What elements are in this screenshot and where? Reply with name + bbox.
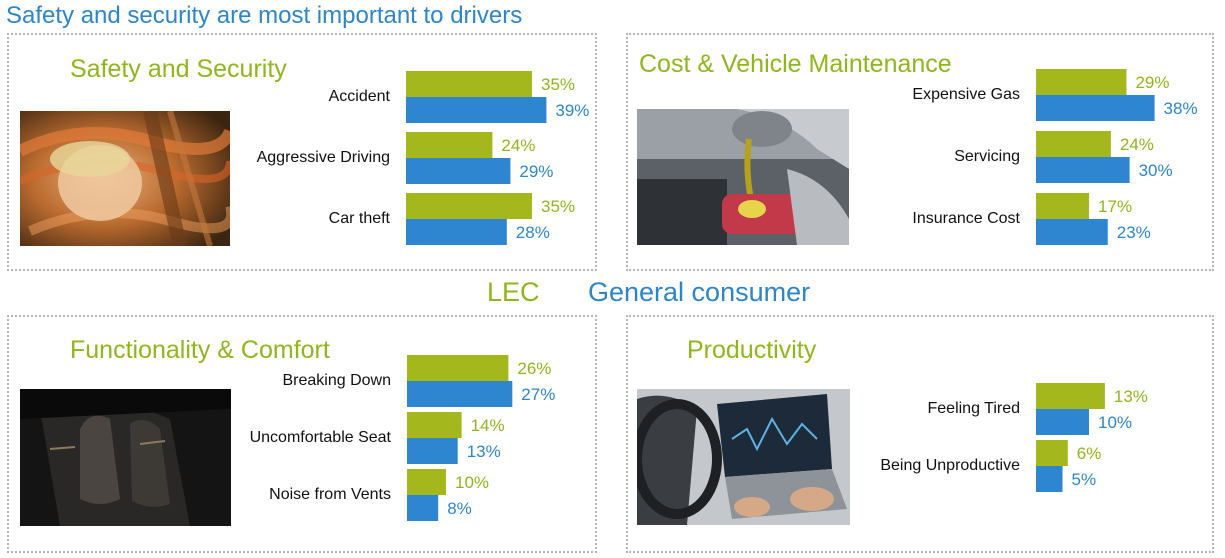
legend-lec: LEC [487, 277, 540, 307]
child-car-seat-photo [20, 111, 230, 246]
bar-cost-expensive-gas-general [1036, 95, 1155, 121]
bar-productivity-being-unproductive-general [1036, 466, 1063, 492]
data-label-productivity-feeling-tired-general: 10% [1098, 413, 1132, 432]
legend: LEC General consumer [0, 277, 1225, 311]
data-label-cost-insurance-cost-lec: 17% [1098, 197, 1132, 216]
bar-safety-accident-lec [406, 71, 532, 97]
panel-title-cost: Cost & Vehicle Maintenance [639, 50, 952, 78]
panel-title-safety: Safety and Security [70, 55, 287, 83]
data-label-safety-aggressive-driving-general: 29% [519, 162, 553, 181]
bar-safety-accident-general [406, 97, 547, 123]
bar-cost-expensive-gas-lec [1036, 69, 1127, 95]
bar-cost-servicing-general [1036, 157, 1130, 183]
data-label-cost-expensive-gas-general: 38% [1164, 99, 1198, 118]
data-label-productivity-being-unproductive-general: 5% [1072, 470, 1097, 489]
category-label-feeling-tired: Feeling Tired [928, 400, 1021, 417]
category-label-aggressive-driving: Aggressive Driving [257, 149, 390, 166]
data-label-cost-servicing-general: 30% [1139, 161, 1173, 180]
car-interior-photo [20, 389, 231, 526]
category-label-expensive-gas: Expensive Gas [912, 86, 1020, 103]
legend-general-consumer: General consumer [588, 277, 811, 307]
bar-functionality-breaking-down-lec [407, 355, 509, 381]
bar-cost-servicing-lec [1036, 131, 1111, 157]
category-label-breaking-down: Breaking Down [283, 372, 392, 389]
data-label-safety-accident-lec: 35% [541, 75, 575, 94]
bar-functionality-uncomfortable-seat-general [407, 438, 458, 464]
panel-title-functionality: Functionality & Comfort [70, 336, 330, 364]
bar-safety-car-theft-lec [406, 193, 532, 219]
panel-safety [7, 33, 597, 271]
bar-functionality-noise-from-vents-lec [407, 469, 446, 495]
data-label-cost-insurance-cost-general: 23% [1117, 223, 1151, 242]
data-label-productivity-feeling-tired-lec: 13% [1114, 387, 1148, 406]
bar-safety-aggressive-driving-lec [406, 132, 493, 158]
data-label-cost-expensive-gas-lec: 29% [1135, 73, 1169, 92]
category-label-uncomfortable-seat: Uncomfortable Seat [250, 429, 392, 446]
bar-safety-car-theft-general [406, 219, 507, 245]
data-label-safety-accident-general: 39% [555, 101, 589, 120]
category-label-insurance-cost: Insurance Cost [912, 210, 1020, 227]
bar-productivity-feeling-tired-lec [1036, 383, 1105, 409]
engine-oil-photo [637, 109, 849, 245]
page-title: Safety and security are most important t… [6, 2, 523, 29]
bar-cost-insurance-cost-lec [1036, 193, 1090, 219]
laptop-in-car-photo [637, 389, 850, 525]
category-label-being-unproductive: Being Unproductive [880, 457, 1020, 474]
bar-functionality-noise-from-vents-general [407, 495, 439, 521]
category-label-servicing: Servicing [954, 148, 1020, 165]
data-label-cost-servicing-lec: 24% [1120, 135, 1154, 154]
data-label-functionality-breaking-down-general: 27% [521, 385, 555, 404]
bar-cost-insurance-cost-general [1036, 219, 1108, 245]
panel-productivity [626, 315, 1214, 553]
data-label-functionality-uncomfortable-seat-lec: 14% [471, 416, 505, 435]
category-label-car-theft: Car theft [329, 210, 391, 227]
bar-functionality-uncomfortable-seat-lec [407, 412, 462, 438]
panel-functionality [7, 315, 597, 553]
bar-productivity-feeling-tired-general [1036, 409, 1089, 435]
data-label-functionality-noise-from-vents-lec: 10% [455, 473, 489, 492]
data-label-functionality-breaking-down-lec: 26% [517, 359, 551, 378]
panel-cost [626, 33, 1214, 271]
data-label-functionality-noise-from-vents-general: 8% [447, 499, 472, 518]
category-label-noise-from-vents: Noise from Vents [269, 486, 391, 503]
data-label-safety-car-theft-lec: 35% [541, 197, 575, 216]
category-label-accident: Accident [329, 88, 391, 105]
data-label-productivity-being-unproductive-lec: 6% [1077, 444, 1102, 463]
data-label-safety-aggressive-driving-lec: 24% [501, 136, 535, 155]
data-label-safety-car-theft-general: 28% [516, 223, 550, 242]
bar-safety-aggressive-driving-general [406, 158, 511, 184]
bar-productivity-being-unproductive-lec [1036, 440, 1068, 466]
data-label-functionality-uncomfortable-seat-general: 13% [467, 442, 501, 461]
panel-title-productivity: Productivity [687, 336, 817, 364]
bar-functionality-breaking-down-general [407, 381, 513, 407]
